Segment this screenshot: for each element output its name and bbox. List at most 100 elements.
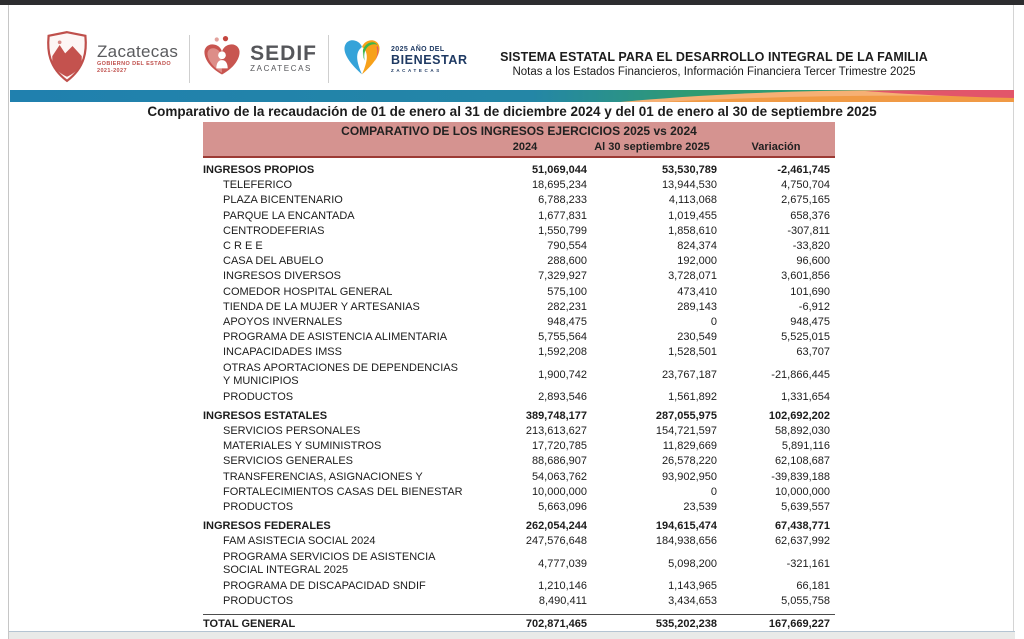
table-row: APOYOS INVERNALES 948,475 0 948,475 [203,315,835,330]
row-value-2025: 287,055,975 [655,409,717,422]
table-row: PRODUCTOS 5,663,096 23,539 5,639,557 [203,500,835,515]
table-row: INGRESOS DIVERSOS 7,329,927 3,728,071 3,… [203,269,835,284]
sedif-logo-name: SEDIF [250,42,317,65]
row-label: INGRESOS FEDERALES [203,520,331,533]
row-value-2025: 1,143,965 [668,579,717,592]
table-row: PROGRAMA SERVICIOS DE ASISTENCIA SOCIAL … [203,550,835,579]
row-label: INGRESOS PROPIOS [203,164,315,176]
row-value-2025: 1,528,501 [668,346,717,359]
row-value-variacion: 63,707 [796,346,830,359]
org-title: SISTEMA ESTATAL PARA EL DESARROLLO INTEG… [500,50,928,64]
row-label: APOYOS INVERNALES [223,316,343,329]
row-value-2025: 535,202,238 [655,618,717,631]
row-value-2024: 18,695,234 [531,179,587,192]
row-value-variacion: 3,601,856 [781,270,830,283]
row-label: FORTALECIMIENTOS CASAS DEL BIENESTAR [223,485,463,498]
row-value-2025: 26,578,220 [661,455,717,468]
org-title-block: SISTEMA ESTATAL PARA EL DESARROLLO INTEG… [478,50,950,80]
table-row: INGRESOS FEDERALES 262,054,244 194,615,4… [203,519,835,534]
column-header-variacion: Variación [751,141,801,153]
table-row: PROGRAMA DE DISCAPACIDAD SNDIF 1,210,146… [203,579,835,594]
row-value-2025: 4,113,068 [668,194,717,207]
page-edge-right [1013,5,1014,639]
row-value-2024: 1,900,742 [538,368,587,381]
bienestar-heart-icon [340,36,384,83]
column-header-2024: 2024 [512,141,538,153]
row-label: INGRESOS DIVERSOS [223,270,341,283]
row-value-2024: 4,777,039 [538,557,587,570]
row-value-variacion: 948,475 [790,316,830,329]
row-value-2025: 192,000 [677,255,717,268]
document-title: Comparativo de la recaudación de 01 de e… [147,104,877,119]
row-value-2024: 288,600 [547,255,587,268]
row-value-2025: 0 [710,485,717,498]
row-value-2025: 230,549 [677,331,717,344]
table-row: CENTRODEFERIAS 1,550,799 1,858,610 -307,… [203,224,835,239]
row-value-2025: 289,143 [677,300,717,313]
row-value-2025: 1,858,610 [668,224,717,237]
row-value-2024: 5,755,564 [538,331,587,344]
row-value-2025: 13,944,530 [661,179,717,192]
row-value-variacion: -33,820 [792,240,830,253]
table-row: SERVICIOS GENERALES 88,686,907 26,578,22… [203,454,835,469]
row-label: PLAZA BICENTENARIO [223,194,343,207]
table-row: PRODUCTOS 2,893,546 1,561,892 1,331,654 [203,390,835,405]
table-row: TRANSFERENCIAS, ASIGNACIONES Y 54,063,76… [203,470,835,485]
row-value-2024: 5,663,096 [538,501,587,514]
table-row: TOTAL GENERAL 702,871,465 535,202,238 16… [203,614,835,632]
row-value-variacion: 58,892,030 [774,425,830,438]
row-value-variacion: -307,811 [787,224,830,237]
row-value-variacion: 5,891,116 [781,440,830,453]
row-value-2024: 575,100 [547,285,587,298]
row-value-variacion: 5,525,015 [781,331,830,344]
row-label: TELEFERICO [223,179,293,192]
row-value-variacion: 4,750,704 [781,179,830,192]
row-label: PROGRAMA SERVICIOS DE ASISTENCIA SOCIAL … [223,550,436,577]
row-label: PRODUCTOS [223,390,294,403]
row-value-variacion: 2,675,165 [781,194,830,207]
row-value-2024: 10,000,000 [531,485,587,498]
row-value-variacion: 658,376 [790,209,830,222]
row-label: TIENDA DE LA MUJER Y ARTESANIAS [223,300,420,313]
page-edge-left [8,5,9,639]
row-value-2025: 0 [710,316,717,329]
row-value-2024: 790,554 [547,240,587,253]
row-value-2025: 1,561,892 [668,390,717,403]
row-value-variacion: 5,639,557 [781,501,830,514]
row-value-2024: 88,686,907 [531,455,587,468]
row-value-variacion: -2,461,745 [777,164,830,176]
zacatecas-logo-sub2: 2021-2027 [97,68,127,74]
row-value-2025: 194,615,474 [655,520,717,533]
scan-edge-top [0,0,1024,5]
row-value-2025: 154,721,597 [655,425,717,438]
row-label: CASA DEL ABUELO [223,255,324,268]
row-value-2025: 3,728,071 [668,270,717,283]
row-value-variacion: 96,600 [796,255,830,268]
row-value-variacion: 1,331,654 [781,390,830,403]
row-value-2024: 1,210,146 [538,579,587,592]
row-value-variacion: 102,692,202 [768,409,830,422]
row-value-2025: 23,539 [683,501,717,514]
row-label: FAM ASISTECIA SOCIAL 2024 [223,535,376,548]
row-value-variacion: -21,866,445 [771,368,830,381]
zacatecas-shield-icon [44,30,90,89]
row-value-2024: 213,613,627 [525,425,587,438]
sedif-logo-block: SEDIF ZACATECAS [201,34,317,85]
row-label: PROGRAMA DE ASISTENCIA ALIMENTARIA [223,331,448,344]
table-row: TELEFERICO 18,695,234 13,944,530 4,750,7… [203,178,835,193]
sedif-heart-icon [201,34,243,85]
row-value-2024: 51,069,044 [531,164,587,176]
row-value-2024: 1,550,799 [538,224,587,237]
row-label: OTRAS APORTACIONES DE DEPENDENCIAS Y MUN… [223,361,458,388]
table-column-headers: 2024 Al 30 septiembre 2025 Variación [203,140,835,158]
table-body: INGRESOS PROPIOS 51,069,044 53,530,789 -… [203,158,835,632]
row-label: TRANSFERENCIAS, ASIGNACIONES Y [223,470,423,483]
table-row: INGRESOS ESTATALES 389,748,177 287,055,9… [203,409,835,424]
row-value-2025: 93,902,950 [661,470,717,483]
logo-divider [327,35,329,83]
logo-divider [189,35,191,83]
table-row: INCAPACIDADES IMSS 1,592,208 1,528,501 6… [203,345,835,360]
income-comparison-table: COMPARATIVO DE LOS INGRESOS EJERCICIOS 2… [203,122,835,632]
row-label: PRODUCTOS [223,594,294,607]
